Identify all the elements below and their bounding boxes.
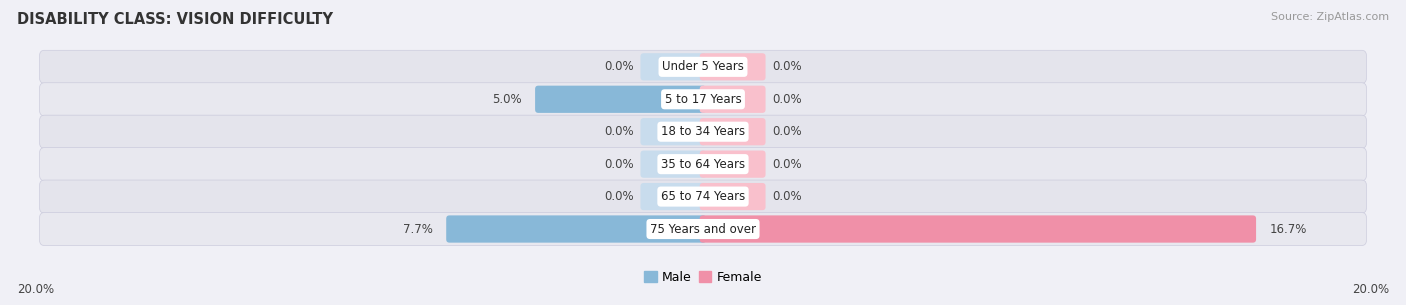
Legend: Male, Female: Male, Female [640, 266, 766, 289]
FancyBboxPatch shape [39, 50, 1367, 83]
FancyBboxPatch shape [641, 183, 706, 210]
Text: 0.0%: 0.0% [772, 190, 801, 203]
FancyBboxPatch shape [641, 118, 706, 145]
Text: 0.0%: 0.0% [605, 190, 634, 203]
Text: 0.0%: 0.0% [772, 125, 801, 138]
Text: DISABILITY CLASS: VISION DIFFICULTY: DISABILITY CLASS: VISION DIFFICULTY [17, 12, 333, 27]
Text: 75 Years and over: 75 Years and over [650, 223, 756, 235]
Text: 0.0%: 0.0% [605, 60, 634, 73]
FancyBboxPatch shape [700, 118, 765, 145]
Text: 65 to 74 Years: 65 to 74 Years [661, 190, 745, 203]
FancyBboxPatch shape [446, 215, 706, 243]
Text: Source: ZipAtlas.com: Source: ZipAtlas.com [1271, 12, 1389, 22]
FancyBboxPatch shape [700, 151, 765, 178]
Text: 5.0%: 5.0% [492, 93, 522, 106]
FancyBboxPatch shape [39, 83, 1367, 116]
FancyBboxPatch shape [39, 148, 1367, 181]
FancyBboxPatch shape [641, 53, 706, 81]
Text: 0.0%: 0.0% [772, 158, 801, 170]
Text: 7.7%: 7.7% [404, 223, 433, 235]
FancyBboxPatch shape [39, 115, 1367, 148]
FancyBboxPatch shape [39, 213, 1367, 246]
FancyBboxPatch shape [39, 180, 1367, 213]
Text: 0.0%: 0.0% [605, 158, 634, 170]
Text: Under 5 Years: Under 5 Years [662, 60, 744, 73]
Text: 0.0%: 0.0% [605, 125, 634, 138]
FancyBboxPatch shape [641, 151, 706, 178]
FancyBboxPatch shape [700, 215, 1256, 243]
Text: 20.0%: 20.0% [17, 283, 53, 296]
Text: 35 to 64 Years: 35 to 64 Years [661, 158, 745, 170]
Text: 18 to 34 Years: 18 to 34 Years [661, 125, 745, 138]
FancyBboxPatch shape [700, 183, 765, 210]
Text: 0.0%: 0.0% [772, 93, 801, 106]
FancyBboxPatch shape [700, 53, 765, 81]
Text: 0.0%: 0.0% [772, 60, 801, 73]
FancyBboxPatch shape [700, 86, 765, 113]
FancyBboxPatch shape [536, 86, 706, 113]
Text: 5 to 17 Years: 5 to 17 Years [665, 93, 741, 106]
Text: 16.7%: 16.7% [1270, 223, 1306, 235]
Text: 20.0%: 20.0% [1353, 283, 1389, 296]
